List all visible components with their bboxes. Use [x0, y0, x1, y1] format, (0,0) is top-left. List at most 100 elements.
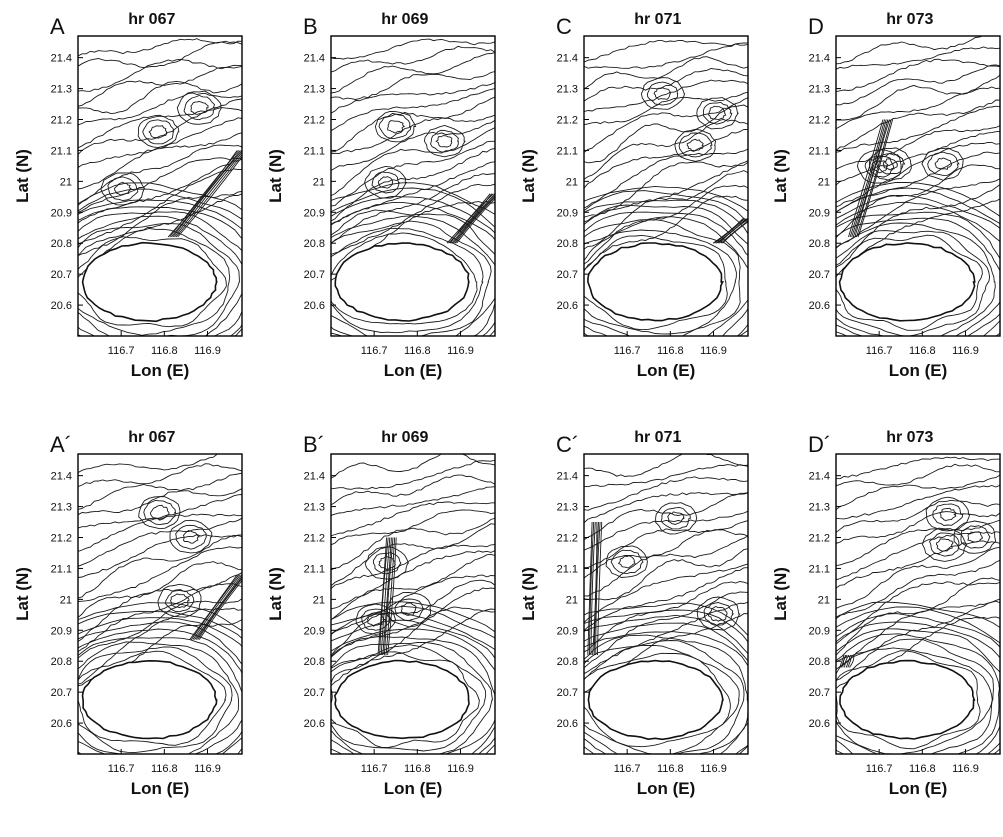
contour-line — [584, 622, 748, 754]
contour-line — [331, 509, 495, 546]
front-line — [382, 537, 392, 656]
eddy-contour — [921, 147, 964, 181]
contour-line — [836, 64, 1000, 106]
contour-line — [78, 199, 242, 336]
eddy-contour — [138, 496, 181, 530]
contour-line — [78, 211, 242, 336]
contour-lines — [78, 38, 242, 336]
y-axis-label: Lat (N) — [771, 567, 790, 621]
eddy-contour — [190, 101, 209, 115]
panel-label: C — [556, 14, 572, 39]
y-tick-label: 21.4 — [809, 471, 830, 483]
contour-line — [584, 185, 748, 212]
panel-prime-d: D´ hr 073 21.4 21.3 21.2 21.1 21 20.9 20.8 20.7 20… — [758, 418, 1003, 836]
contour-line — [584, 234, 728, 331]
y-tick-label: 21.4 — [557, 53, 578, 65]
contour-line — [331, 612, 495, 754]
y-tick-label: 21.2 — [557, 115, 578, 127]
y-tick-label: 20.7 — [51, 269, 72, 281]
contour-line — [78, 534, 242, 599]
x-axis-label: Lon (E) — [889, 361, 948, 380]
front-line — [192, 574, 241, 640]
contour-line — [331, 45, 495, 73]
panel-label: B — [303, 14, 318, 39]
x-tick-label: 116.7 — [108, 345, 135, 357]
x-tick-label: 116.9 — [194, 763, 221, 775]
eddy-contour — [113, 181, 133, 196]
contour-line — [78, 191, 242, 257]
y-tick-label: 21 — [818, 594, 830, 606]
eddy-contour — [165, 589, 195, 613]
contour-line — [331, 619, 495, 754]
eddy-contour — [674, 128, 717, 162]
contour-line — [584, 563, 748, 623]
y-tick-label: 20.6 — [557, 300, 578, 312]
contour-line — [836, 178, 1000, 248]
front-line — [596, 521, 603, 656]
contour-line — [331, 182, 495, 215]
contour-line — [584, 185, 748, 265]
contour-line — [836, 647, 993, 754]
front-line — [715, 218, 747, 244]
eddy-contour — [703, 602, 735, 626]
contour-line — [78, 206, 242, 336]
contour-line — [584, 535, 748, 597]
contour-line — [331, 38, 495, 60]
y-tick-label: 21 — [566, 176, 578, 188]
eddy-contour — [400, 602, 417, 616]
front-line — [197, 577, 242, 640]
contour-line — [331, 209, 495, 336]
eddy-contour — [361, 608, 391, 631]
front-line — [852, 119, 889, 238]
contour-line — [78, 80, 242, 115]
plot-frame — [77, 453, 243, 755]
contour-line — [836, 211, 1000, 336]
eddy-contour — [371, 171, 400, 194]
y-tick-label: 20.8 — [51, 656, 72, 668]
y-tick-label: 21.3 — [51, 502, 72, 514]
contour-line — [836, 217, 1000, 336]
front-line — [848, 119, 884, 238]
island-shape — [81, 659, 218, 740]
contour-line — [584, 148, 748, 209]
x-tick-label: 116.9 — [194, 345, 221, 357]
eddy-contour — [876, 153, 906, 175]
eddy-contour — [939, 507, 957, 521]
contour-line — [331, 544, 495, 589]
contour-line — [836, 234, 983, 331]
contour-line — [331, 587, 495, 658]
contour-line — [584, 216, 748, 336]
contour-line — [78, 621, 242, 754]
eddy-contour — [364, 165, 407, 199]
contour-line — [331, 88, 495, 132]
y-axis-label: Lat (N) — [266, 149, 285, 203]
contour-line — [331, 173, 495, 244]
contour-line — [584, 128, 748, 189]
contour-line — [78, 158, 242, 224]
y-tick-label: 20.9 — [809, 207, 830, 219]
eddy-contour — [708, 105, 727, 120]
contour-line — [331, 82, 495, 114]
contour-line — [584, 211, 748, 336]
contour-line — [836, 74, 1000, 121]
island-shape — [81, 241, 218, 323]
contour-line — [78, 157, 242, 213]
eddy-contour — [882, 158, 899, 171]
contour-line — [78, 188, 242, 220]
y-tick-label: 21.4 — [809, 53, 830, 65]
y-tick-label: 21.1 — [809, 145, 830, 157]
x-axis-label: Lon (E) — [384, 779, 443, 798]
contour-line — [331, 474, 495, 506]
eddy-contour — [640, 77, 686, 110]
contour-plot: B´ hr 069 21.4 21.3 21.2 21.1 21 20.9 20.8 20.7 20… — [266, 429, 496, 798]
contour-line — [836, 86, 1000, 130]
eddy-contour — [148, 125, 168, 139]
eddy-contour — [967, 531, 984, 543]
y-tick-label: 20.9 — [557, 625, 578, 637]
y-tick-label: 21 — [818, 176, 830, 188]
contour-line — [331, 127, 495, 197]
front-line — [383, 537, 394, 656]
contour-line — [836, 105, 1000, 153]
front-line — [719, 218, 748, 244]
